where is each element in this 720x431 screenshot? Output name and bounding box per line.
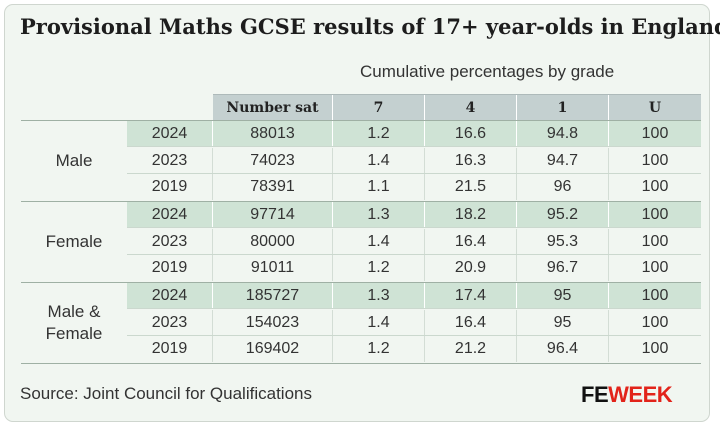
grade-u-cell: 100	[641, 124, 669, 142]
grade-4-cell: 16.6	[425, 121, 517, 146]
grade-4-cell: 16.4	[425, 229, 517, 254]
column-header-number-sat: Number sat	[213, 95, 333, 120]
year-cell: 2024	[127, 283, 213, 308]
number-sat-cell: 97714	[213, 202, 333, 227]
grade-4-cell: 16.3	[425, 148, 517, 173]
grade-u-cell: 100	[641, 151, 669, 169]
grade-u-cell: 100	[641, 259, 669, 276]
table-bottom-rule	[21, 363, 701, 364]
grade-1-cell: 95.3	[517, 229, 609, 254]
grade-1-cell: 95	[517, 283, 609, 308]
number-sat-cell: 80000	[213, 229, 333, 254]
column-header-grade-u: U	[648, 99, 662, 116]
grade-4-cell: 16.4	[425, 310, 517, 335]
number-sat-cell: 88013	[213, 121, 333, 146]
group-label: Female	[45, 232, 103, 251]
grade-4-cell: 21.5	[425, 174, 517, 200]
year-cell: 2019	[127, 255, 213, 281]
grade-u-cell: 100	[641, 286, 669, 304]
grade-7-cell: 1.4	[333, 229, 425, 254]
table-row: 2019 91011 1.2 20.9 96.7 100	[127, 255, 701, 281]
grade-7-cell: 1.1	[333, 174, 425, 200]
grade-7-cell: 1.3	[333, 283, 425, 308]
year-cell: 2023	[127, 229, 213, 254]
number-sat-cell: 154023	[213, 310, 333, 335]
year-cell: 2024	[127, 202, 213, 227]
number-sat-cell: 91011	[213, 255, 333, 281]
year-cell: 2024	[127, 121, 213, 146]
grade-u-cell: 100	[641, 313, 669, 331]
year-cell: 2019	[127, 174, 213, 200]
table-row: 2019 169402 1.2 21.2 96.4 100	[127, 336, 701, 362]
grade-4-cell: 18.2	[425, 202, 517, 227]
grade-1-cell: 95	[517, 310, 609, 335]
year-cell: 2023	[127, 148, 213, 173]
column-header-grade-1: 1	[517, 95, 609, 120]
column-header-grade-7: 7	[333, 95, 425, 120]
grade-7-cell: 1.4	[333, 310, 425, 335]
grade-u-cell: 100	[641, 205, 669, 223]
number-sat-cell: 169402	[213, 336, 333, 362]
grade-1-cell: 96	[517, 174, 609, 200]
grade-7-cell: 1.2	[333, 121, 425, 146]
chart-subtitle: Cumulative percentages by grade	[360, 62, 615, 81]
table-row: 2024 97714 1.3 18.2 95.2 100	[127, 202, 701, 228]
fe-week-logo: FEWEEK	[581, 382, 673, 407]
logo-fe-text: FE	[581, 382, 609, 407]
row-group: Male 2024 88013 1.2 16.6 94.8 100 2023 74023 1.4 1…	[21, 120, 701, 201]
grade-7-cell: 1.3	[333, 202, 425, 227]
table-header: Number sat 7 4 1 U	[213, 94, 701, 120]
grade-u-cell: 100	[641, 340, 669, 357]
group-label: Male & Female	[45, 302, 103, 343]
row-group: Male & Female 2024 185727 1.3 17.4 95 100 2023 1…	[21, 282, 701, 363]
grade-7-cell: 1.2	[333, 255, 425, 281]
source-note: Source: Joint Council for Qualifications	[20, 384, 312, 403]
year-cell: 2023	[127, 310, 213, 335]
grade-1-cell: 94.8	[517, 121, 609, 146]
grade-1-cell: 96.4	[517, 336, 609, 362]
chart-title: Provisional Maths GCSE results of 17+ ye…	[20, 14, 720, 39]
row-group: Female 2024 97714 1.3 18.2 95.2 100 2023 80000 1.…	[21, 201, 701, 282]
grade-1-cell: 95.2	[517, 202, 609, 227]
table-row: 2023 80000 1.4 16.4 95.3 100	[127, 229, 701, 255]
grade-7-cell: 1.4	[333, 148, 425, 173]
number-sat-cell: 74023	[213, 148, 333, 173]
grade-1-cell: 94.7	[517, 148, 609, 173]
grade-4-cell: 17.4	[425, 283, 517, 308]
grade-1-cell: 96.7	[517, 255, 609, 281]
column-header-grade-4: 4	[425, 95, 517, 120]
table-row: 2019 78391 1.1 21.5 96 100	[127, 174, 701, 200]
table-row: 2023 154023 1.4 16.4 95 100	[127, 310, 701, 336]
year-cell: 2019	[127, 336, 213, 362]
grade-4-cell: 21.2	[425, 336, 517, 362]
number-sat-cell: 185727	[213, 283, 333, 308]
table-row: 2023 74023 1.4 16.3 94.7 100	[127, 148, 701, 174]
table-row: 2024 185727 1.3 17.4 95 100	[127, 283, 701, 309]
group-label: Male	[55, 151, 93, 170]
grade-u-cell: 100	[641, 232, 669, 250]
logo-week-text: WEEK	[608, 382, 673, 407]
grade-4-cell: 20.9	[425, 255, 517, 281]
number-sat-cell: 78391	[213, 174, 333, 200]
grade-u-cell: 100	[641, 178, 669, 195]
grade-7-cell: 1.2	[333, 336, 425, 362]
table-row: 2024 88013 1.2 16.6 94.8 100	[127, 121, 701, 147]
